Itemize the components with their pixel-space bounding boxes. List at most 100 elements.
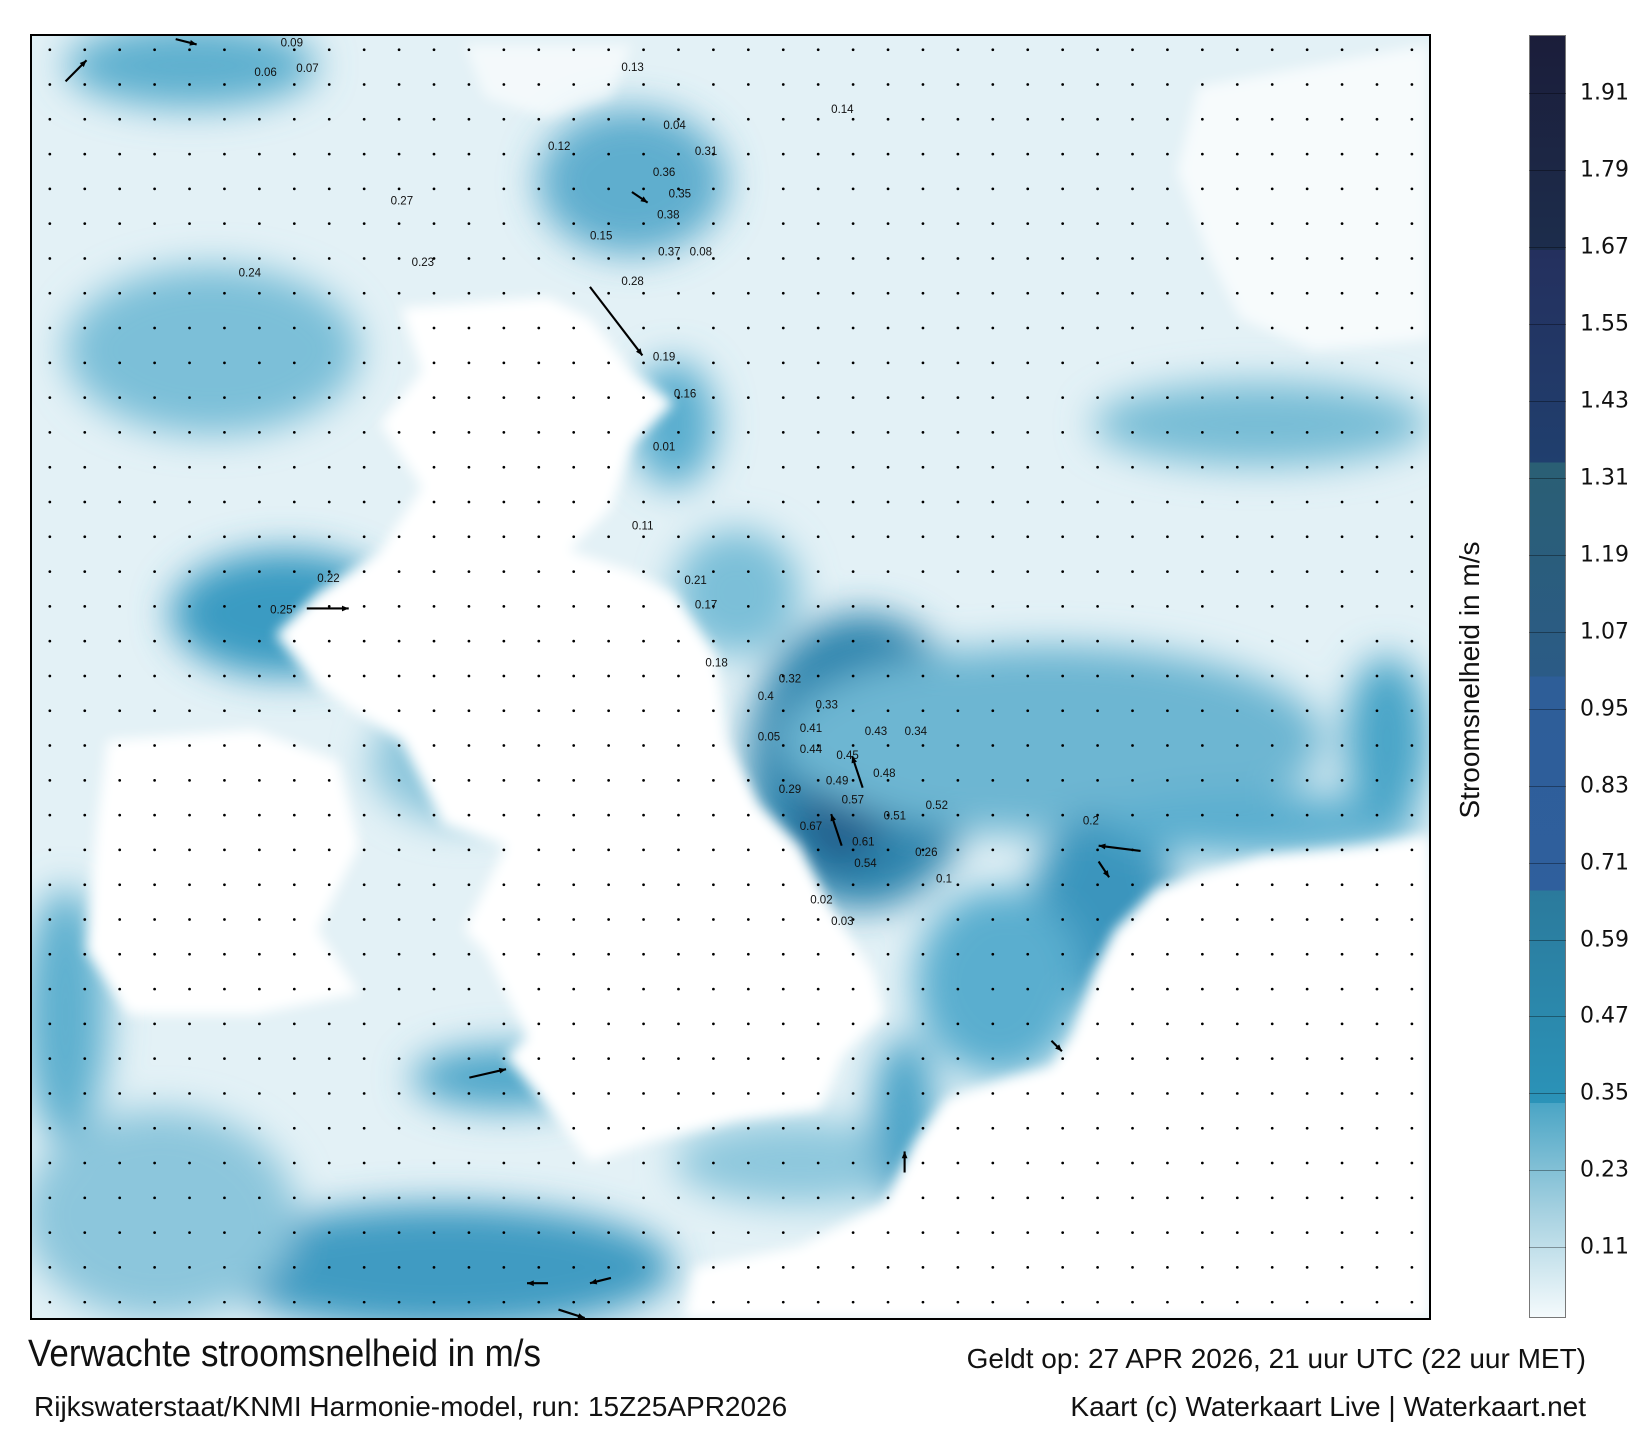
vector-dot bbox=[886, 535, 890, 539]
vector-dot bbox=[223, 918, 226, 921]
vector-dot bbox=[362, 604, 366, 608]
vector-dot bbox=[816, 639, 820, 643]
vector-dot bbox=[1096, 1126, 1099, 1130]
vector-dot bbox=[921, 778, 925, 782]
vector-dot bbox=[153, 1092, 156, 1095]
vector-dot bbox=[991, 674, 995, 678]
vector-dot bbox=[991, 431, 995, 434]
vector-dot bbox=[712, 570, 715, 573]
vector-dot bbox=[362, 222, 366, 226]
vector-dot bbox=[327, 987, 331, 991]
vector-dot bbox=[188, 117, 191, 121]
vector-dot bbox=[921, 848, 925, 852]
vector-dot bbox=[83, 291, 87, 295]
vector-dot bbox=[816, 257, 820, 260]
current-speed-map[interactable]: 0.09 0.07 0.06 0.14 0.13 0.08 0.04 0.12 0.31 0.36… bbox=[30, 34, 1431, 1320]
vector-dot bbox=[327, 396, 331, 399]
vector-dot bbox=[851, 152, 855, 156]
vector-dot bbox=[362, 48, 366, 52]
colorbar-tick-mark bbox=[1529, 169, 1566, 171]
vector-dot bbox=[223, 1057, 226, 1061]
vector-dot bbox=[1235, 222, 1239, 226]
vector-dot bbox=[467, 396, 471, 399]
vector-dot bbox=[223, 570, 226, 573]
vector-dot bbox=[572, 1092, 576, 1095]
vector-dot bbox=[746, 1266, 750, 1269]
vector-dot bbox=[1305, 952, 1309, 956]
vector-dot bbox=[1061, 257, 1065, 260]
colorbar-tick-mark bbox=[1529, 708, 1566, 710]
vector-dot bbox=[712, 535, 715, 539]
vector-dot bbox=[1305, 257, 1309, 260]
vector-dot bbox=[327, 1266, 331, 1269]
vector-dot bbox=[48, 709, 52, 713]
colorbar-tick-label: 1.19 bbox=[1580, 542, 1629, 568]
vector-dot bbox=[397, 1126, 401, 1130]
vector-dot bbox=[1235, 883, 1239, 887]
vector-dot bbox=[1166, 639, 1169, 643]
vector-dot bbox=[258, 152, 261, 156]
vector-dot bbox=[258, 257, 261, 260]
vector-dot bbox=[642, 117, 645, 121]
vector-dot bbox=[851, 604, 855, 608]
vector-dot bbox=[956, 1126, 960, 1130]
vector-dot bbox=[1235, 1196, 1239, 1200]
vector-dot bbox=[502, 257, 506, 260]
vector-dot bbox=[607, 1126, 610, 1130]
vector-dot bbox=[816, 1092, 820, 1095]
vector-dot bbox=[432, 535, 436, 539]
vector-dot bbox=[1026, 952, 1030, 956]
vector-dot bbox=[153, 987, 156, 991]
vector-dot bbox=[1061, 744, 1065, 747]
vector-dot bbox=[1096, 465, 1099, 469]
vector-dot bbox=[956, 1231, 960, 1234]
vector-dot bbox=[467, 326, 471, 330]
vector-dot bbox=[642, 1057, 645, 1061]
vector-dot bbox=[1235, 744, 1239, 747]
vector-dot bbox=[258, 326, 261, 330]
vector-dot bbox=[1375, 987, 1379, 991]
vector-dot bbox=[1166, 535, 1169, 539]
vector-dot bbox=[502, 222, 506, 226]
vector-dot bbox=[816, 1057, 820, 1061]
vector-dot bbox=[258, 1300, 261, 1304]
vector-dot bbox=[1235, 291, 1239, 295]
vector-dot bbox=[1305, 813, 1309, 817]
vector-dot bbox=[1410, 883, 1414, 887]
vector-dot bbox=[1235, 778, 1239, 782]
vector-dot bbox=[118, 674, 122, 678]
vector-dot bbox=[1375, 1161, 1379, 1165]
vector-dot bbox=[292, 187, 296, 191]
vector-dot bbox=[397, 744, 401, 747]
vector-dot bbox=[258, 500, 261, 504]
vector-dot bbox=[467, 1092, 471, 1095]
vector-dot bbox=[188, 604, 191, 608]
vector-dot bbox=[1061, 952, 1065, 956]
vector-dot bbox=[1340, 744, 1344, 747]
vector-dot bbox=[816, 1231, 820, 1234]
vector-dot bbox=[1131, 604, 1134, 608]
vector-dot bbox=[1270, 1196, 1274, 1200]
vector-dot bbox=[83, 535, 87, 539]
vector-dot bbox=[1375, 709, 1379, 713]
colorbar-tick-label: 0.11 bbox=[1580, 1234, 1629, 1260]
vector-dot bbox=[1096, 117, 1099, 121]
vector-dot bbox=[1166, 674, 1169, 678]
vector-dot bbox=[816, 222, 820, 226]
vector-dot bbox=[1096, 222, 1099, 226]
vector-dot bbox=[502, 1196, 506, 1200]
vector-dot bbox=[642, 326, 645, 330]
vector-dot bbox=[188, 639, 191, 643]
vector-dot bbox=[223, 813, 226, 817]
vector-dot bbox=[1061, 604, 1065, 608]
vector-dot bbox=[781, 1300, 785, 1304]
vector-dot bbox=[153, 918, 156, 921]
vector-dot bbox=[746, 639, 750, 643]
vector-dot bbox=[362, 1022, 366, 1026]
vector-dot bbox=[153, 1057, 156, 1061]
vector-dot bbox=[502, 291, 506, 295]
vector-dot bbox=[1131, 918, 1134, 921]
vector-dot bbox=[537, 1092, 541, 1095]
vector-dot bbox=[153, 396, 156, 399]
vector-dot bbox=[991, 1022, 995, 1026]
